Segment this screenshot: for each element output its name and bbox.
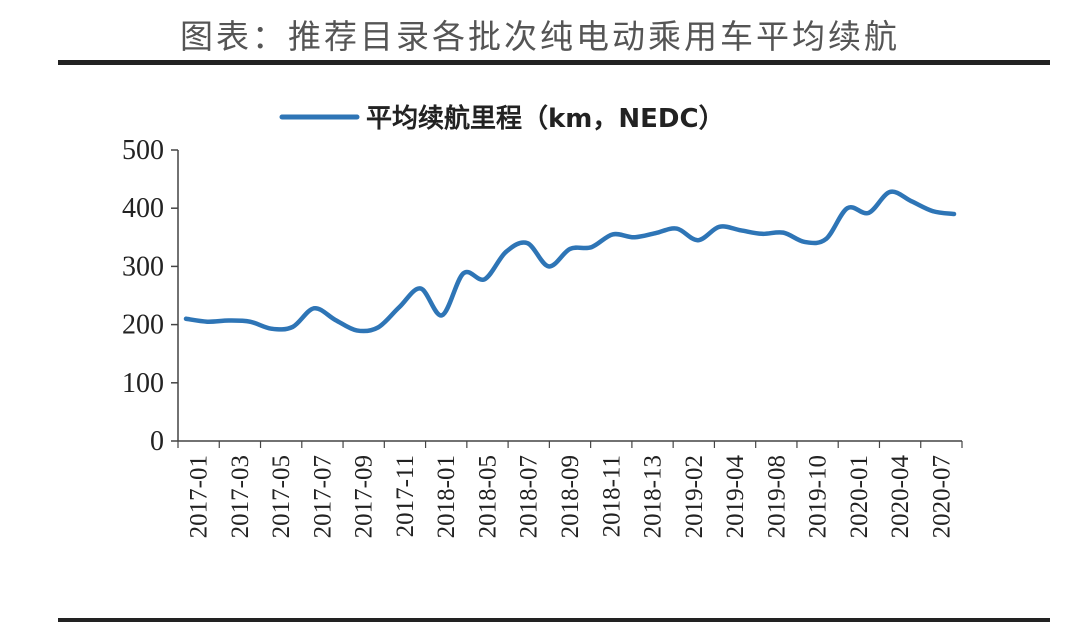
data-point	[482, 277, 487, 282]
data-point	[781, 230, 786, 235]
data-point	[397, 305, 402, 310]
data-point	[440, 313, 444, 318]
data-point	[184, 316, 188, 321]
top-rule	[58, 60, 1050, 65]
x-tick-label: 2019-04	[722, 455, 749, 539]
data-point	[290, 324, 295, 329]
data-point	[376, 325, 380, 330]
x-tick-label: 2020-04	[887, 455, 914, 539]
plot-area	[183, 189, 957, 334]
x-tick-label: 2018-13	[640, 455, 667, 538]
data-point	[632, 235, 636, 240]
x-tick-label: 2018-01	[433, 455, 460, 538]
data-point	[952, 212, 956, 217]
data-point	[610, 232, 615, 237]
data-point	[312, 306, 316, 311]
x-tick-label: 2018-09	[557, 455, 584, 538]
x-tick-label: 2017-01	[186, 455, 213, 538]
y-tick-label: 500	[122, 135, 164, 166]
x-axis-ticks: 2017-01 2017-03 2017-05 2017-07 2017-09 2017-…	[177, 441, 963, 539]
data-point	[824, 237, 828, 242]
y-tick-label: 100	[122, 368, 164, 399]
data-point	[760, 231, 764, 236]
data-point	[866, 210, 871, 215]
legend: 平均续航里程（km，NEDC）	[279, 103, 725, 134]
axes	[177, 150, 962, 442]
data-point	[461, 271, 466, 276]
data-point	[930, 209, 935, 214]
data-point	[674, 226, 679, 231]
data-point	[205, 319, 210, 324]
data-point	[802, 239, 807, 244]
data-point	[546, 264, 551, 269]
x-tick-label: 2017-11	[392, 455, 419, 537]
data-point	[226, 318, 231, 323]
bottom-rule	[58, 618, 1050, 622]
data-point	[418, 286, 423, 291]
x-tick-label: 2017-09	[351, 455, 378, 538]
x-tick-label: 2020-01	[846, 455, 873, 538]
y-tick-label: 200	[122, 310, 164, 341]
chart-title: 图表：推荐目录各批次纯电动乘用车平均续航	[180, 17, 900, 56]
data-point	[333, 317, 338, 322]
y-axis-ticks: 0 100 200 300 400 500	[122, 135, 178, 457]
data-point	[589, 245, 594, 250]
x-tick-label: 2017-07	[309, 455, 336, 538]
data-point	[909, 199, 914, 204]
data-point	[269, 326, 274, 331]
data-point	[738, 228, 743, 233]
x-tick-label: 2017-05	[268, 455, 295, 538]
data-point	[525, 241, 530, 246]
data-point	[696, 238, 700, 243]
x-tick-label: 2018-11	[598, 455, 625, 537]
data-point	[504, 249, 508, 254]
data-point	[568, 246, 572, 251]
x-tick-label: 2019-02	[681, 455, 708, 538]
x-tick-label: 2019-10	[805, 455, 832, 538]
data-point	[653, 231, 658, 236]
y-tick-label: 400	[122, 193, 164, 224]
x-tick-label: 2018-05	[474, 455, 501, 538]
x-tick-label: 2018-07	[516, 455, 543, 538]
x-tick-label: 2020-07	[928, 455, 955, 538]
data-point	[845, 206, 850, 211]
data-point	[717, 224, 722, 229]
y-tick-label: 300	[122, 251, 164, 282]
data-point	[888, 189, 892, 194]
legend-label: 平均续航里程（km，NEDC）	[366, 103, 725, 134]
x-tick-label: 2019-08	[763, 455, 790, 538]
x-tick-label: 2017-03	[227, 455, 254, 538]
y-tick-label: 0	[150, 426, 164, 457]
series-line	[183, 189, 957, 334]
data-point	[354, 328, 359, 333]
data-point	[248, 319, 252, 324]
